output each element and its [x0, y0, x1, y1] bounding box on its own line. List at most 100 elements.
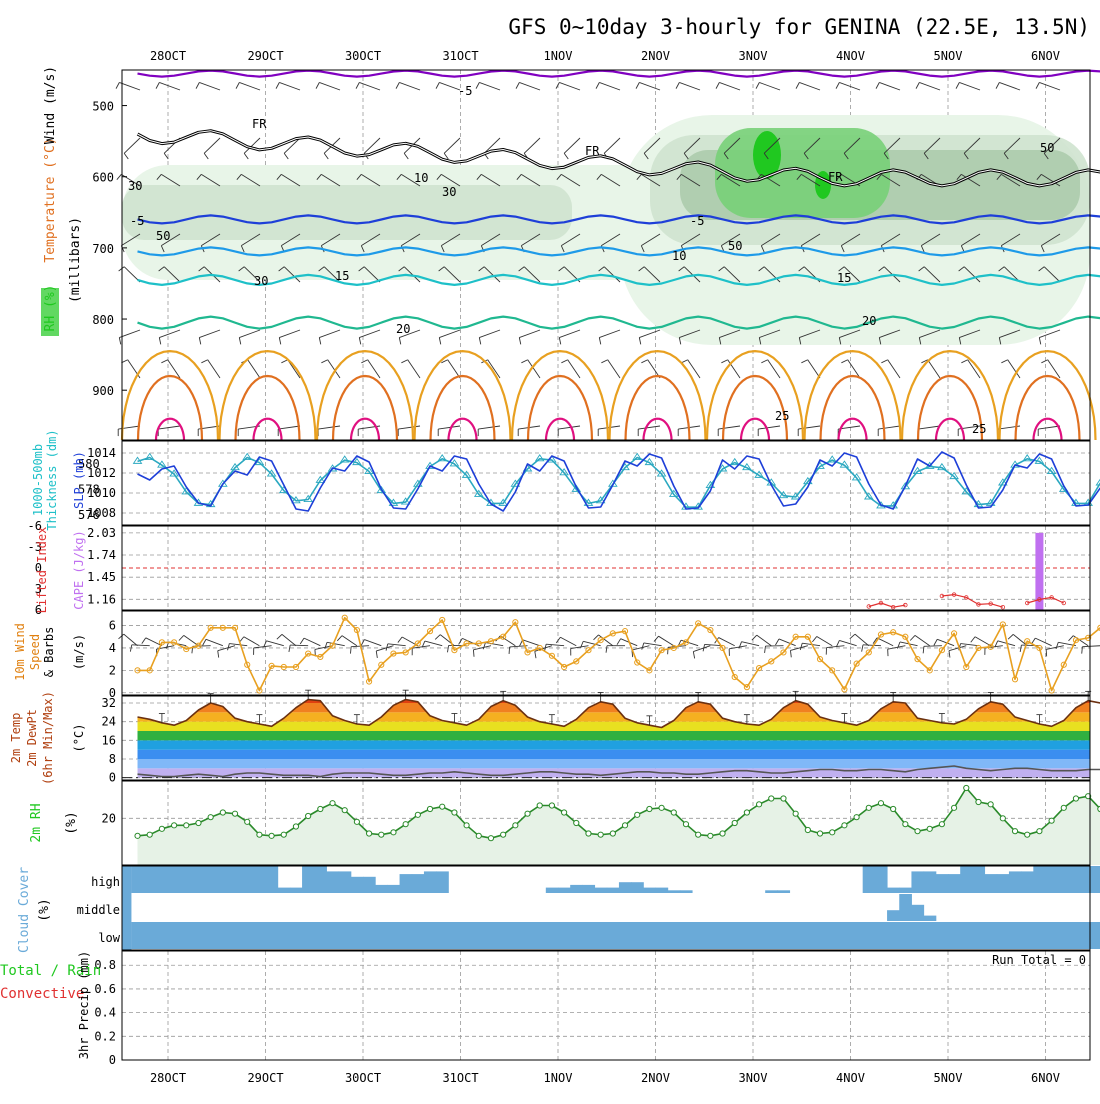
cloud-cell-low-30 [497, 922, 510, 949]
cloud-cell-low-34 [546, 922, 559, 949]
cloud-cell-high-17 [339, 871, 352, 893]
cloud-cell-low-76 [1058, 922, 1071, 949]
rh-2m-marker-41 [635, 812, 640, 817]
cloud-cell-low-32 [521, 922, 534, 949]
cloud-cell-high-62 [887, 888, 900, 893]
rh-2m-marker-32 [525, 811, 530, 816]
cloud-cell-low-45 [680, 922, 693, 949]
cloud-cell-high-64 [911, 871, 924, 893]
temp-band-2 [122, 750, 1090, 759]
rh-2m-marker-49 [732, 820, 737, 825]
cloud-cell-low-72 [1009, 922, 1022, 949]
cloud-cell-low-18 [351, 922, 364, 949]
rh-2m-marker-67 [951, 805, 956, 810]
cloud-cell-low-24 [424, 922, 437, 949]
sfc-barb-32-flag [509, 647, 510, 654]
label-thickness-dm: Thickness (dm) [45, 429, 59, 530]
cloud-cell-high-63 [899, 888, 912, 893]
cloud-cell-high-3 [168, 866, 181, 893]
label-millibars: (millibars) [68, 217, 83, 303]
label-wind: Wind (m/s) [43, 66, 58, 144]
cloud-cell-high-22 [400, 874, 413, 893]
cloud-cell-low-37 [582, 922, 595, 949]
cloud-cell-low-60 [863, 922, 876, 949]
cloud-cell-high-67 [948, 874, 961, 893]
cloud-cell-low-53 [777, 922, 790, 949]
temp-tick-label: 16 [102, 733, 116, 747]
rh-2m-marker-69 [976, 799, 981, 804]
cloud-cell-low-48 [716, 922, 729, 949]
label-2m-rh: 2m RH [29, 803, 44, 842]
cloud-cell-low-50 [741, 922, 754, 949]
cloud-cell-low-5 [192, 922, 205, 949]
cloud-cell-high-41 [631, 882, 644, 893]
sfc-barb-14-shaft [290, 645, 308, 646]
rh-2m-marker-33 [537, 803, 542, 808]
cloud-cell-low-10 [253, 922, 266, 949]
top-date-label: 5NOV [934, 49, 963, 63]
rh-2m-marker-18 [354, 819, 359, 824]
cloud-cell-low-56 [814, 922, 827, 949]
rh-2m-marker-37 [586, 831, 591, 836]
label-cloud-units: (%) [37, 898, 52, 921]
cloud-cell-high-10 [253, 866, 266, 893]
rh-2m-marker-51 [756, 802, 761, 807]
cape-tick-label: 1.45 [87, 570, 116, 584]
rh-2m-marker-50 [744, 810, 749, 815]
precip-tick-label: 0.4 [94, 1006, 116, 1020]
cloud-cell-high-2 [156, 866, 169, 893]
isotherm-label: 15 [335, 269, 349, 283]
top-date-label: 31OCT [442, 49, 478, 63]
cloud-cell-high-36 [570, 885, 583, 893]
rh-2m-marker-60 [866, 805, 871, 810]
label-cape: CAPE (J/kg) [72, 530, 86, 609]
cloud-cell-low-49 [729, 922, 742, 949]
cape-tick-label: 1.16 [87, 592, 116, 606]
cloud-cell-high-12 [278, 888, 291, 893]
precip-tick-label: 0.6 [94, 982, 116, 996]
cloud-cell-low-58 [838, 922, 851, 949]
label-speed: Speed [28, 634, 42, 670]
label-2m-temp: 2m Temp [9, 713, 23, 764]
rh-2m-marker-65 [927, 826, 932, 831]
wind-tick-label: 2 [109, 663, 116, 677]
isotherm-label: -5 [690, 214, 704, 228]
rh-2m-marker-29 [488, 836, 493, 841]
temp-tick-label: 24 [102, 715, 116, 729]
cloud-cell-high-52 [765, 890, 778, 893]
label-convective: Convective [0, 986, 84, 1002]
rh-2m-marker-15 [318, 806, 323, 811]
cloud-cell-low-54 [790, 922, 803, 949]
cloud-cell-low-21 [387, 922, 400, 949]
isotherm-label: 25 [775, 409, 789, 423]
freezing-label: FR [585, 144, 600, 158]
rh-2m-marker-7 [220, 810, 225, 815]
cloud-cell-high-45 [680, 890, 693, 893]
top-date-label: 4NOV [836, 49, 865, 63]
cloud-cell-high-8 [229, 866, 242, 893]
cloud-cell-low-44 [668, 922, 681, 949]
freezing-label: FR [252, 117, 267, 131]
label-wind-units: (m/s) [72, 634, 86, 670]
cloud-cell-high-1 [144, 866, 157, 893]
cloud-cell-high-25 [436, 871, 449, 893]
rh-2m-marker-72 [1012, 829, 1017, 834]
cloud-cell-low-79 [1094, 922, 1100, 949]
cloud-cell-middle-65 [924, 916, 937, 921]
rh-2m-marker-16 [330, 801, 335, 806]
cloud-cell-low-41 [631, 922, 644, 949]
upper-ytick-label: 600 [92, 171, 114, 185]
label-temp-units: (°C) [72, 724, 86, 753]
cloud-cell-high-11 [266, 866, 279, 893]
cloud-cell-high-15 [314, 866, 327, 893]
rh-2m-marker-12 [281, 832, 286, 837]
rh-2m-marker-35 [561, 810, 566, 815]
isotherm-label: 25 [972, 422, 986, 436]
cloud-cell-low-64 [911, 922, 924, 949]
cloud-cell-low-57 [826, 922, 839, 949]
rh-2m-marker-25 [440, 804, 445, 809]
cloud-cell-high-7 [217, 866, 230, 893]
top-date-label: 1NOV [544, 49, 573, 63]
rh-2m-marker-42 [647, 806, 652, 811]
cloud-cell-low-22 [400, 922, 413, 949]
